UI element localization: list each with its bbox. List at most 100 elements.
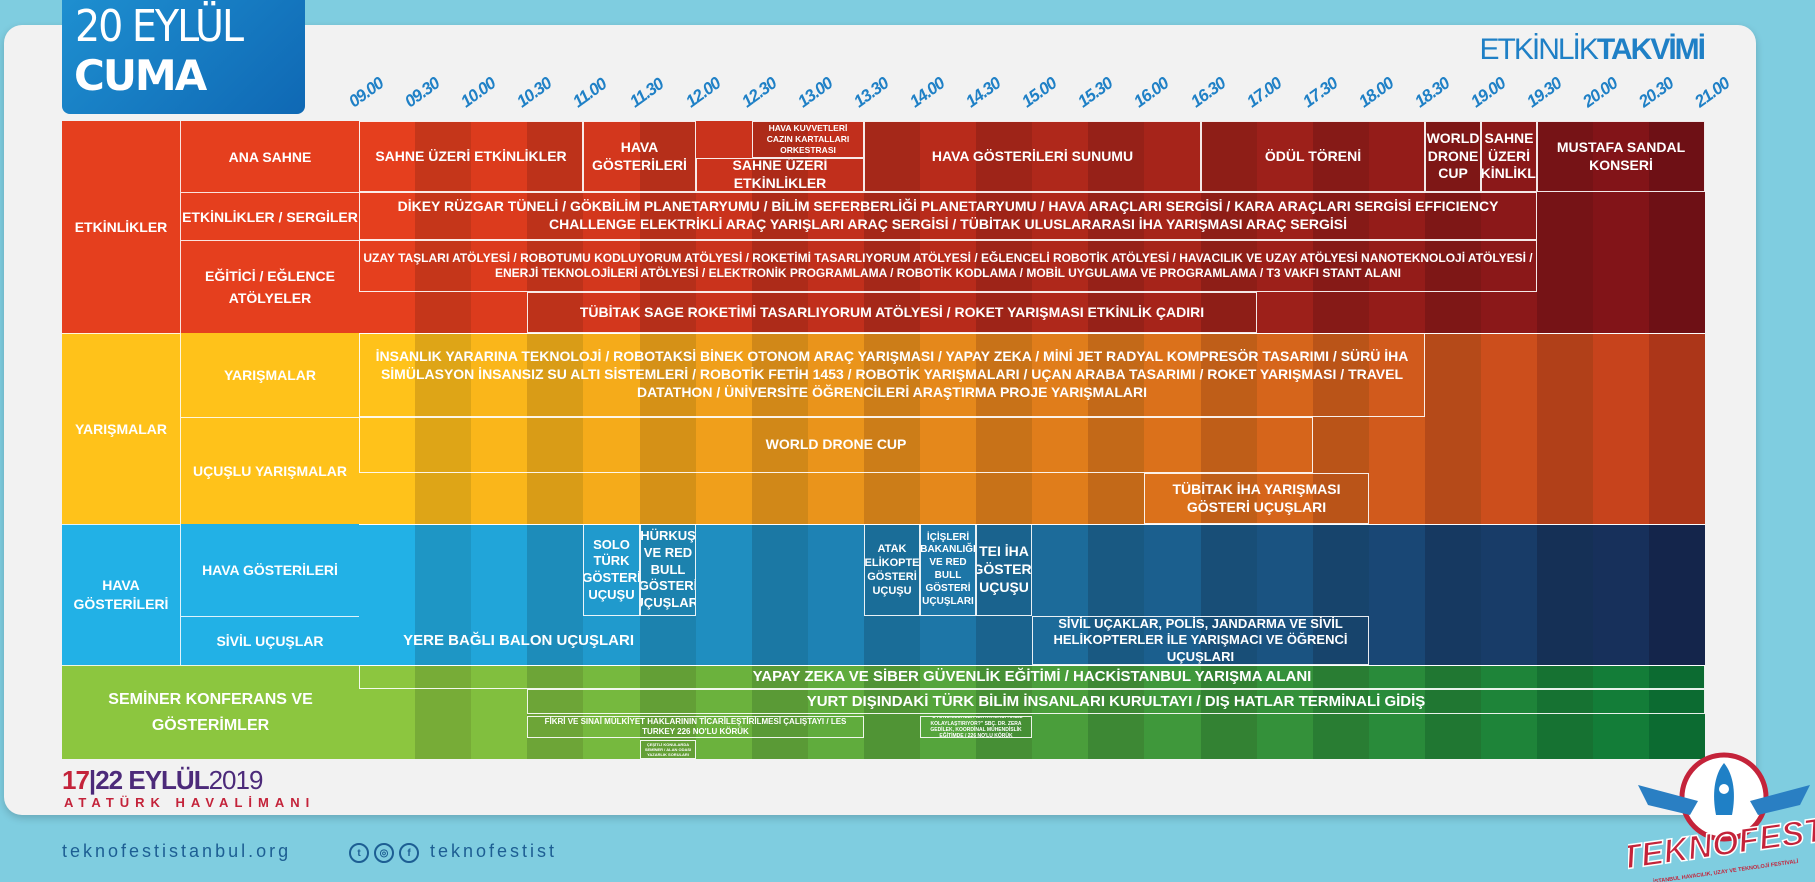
- time-slot: [864, 334, 920, 524]
- time-slot: [808, 666, 864, 759]
- activity-cell[interactable]: YERE BAĞLI BALON UÇUŞLARI: [403, 631, 634, 649]
- category-hava: HAVA GÖSTERİLERİ: [62, 524, 180, 665]
- time-slot: [1257, 334, 1313, 524]
- date-day: 20 EYLÜL: [75, 1, 244, 52]
- activity-cell[interactable]: YAPAY ZEKA VE SİBER GÜVENLİK EĞİTİMİ / H…: [359, 665, 1705, 689]
- time-slot: [359, 121, 415, 333]
- time-slot: [1481, 525, 1537, 665]
- activity-cell[interactable]: SAHNE ÜZERİ ETKİNLİKLER: [1481, 121, 1537, 192]
- twitter-icon[interactable]: t: [349, 843, 369, 863]
- time-slot: [696, 666, 752, 759]
- time-slot: [415, 121, 471, 333]
- time-slot: [920, 525, 976, 665]
- time-slot: [640, 334, 696, 524]
- activity-cell[interactable]: ÖDÜL TÖRENİ: [1201, 121, 1425, 192]
- activity-cell[interactable]: İNSANLIK YARARINA TEKNOLOJİ / ROBOTAKSİ …: [359, 333, 1425, 417]
- activity-cell[interactable]: TEI İHA GÖSTERİ UÇUŞU: [976, 524, 1032, 616]
- time-slot: [696, 525, 752, 665]
- event-start-day: 17: [62, 765, 90, 795]
- activity-cell[interactable]: "OTONOMLUKLER ILKYATMACI HASIL KOLAYLAŞT…: [920, 716, 1032, 738]
- activity-cell[interactable]: UZAY TAŞLARI ATÖLYESİ / ROBOTUMU KODLUYO…: [359, 240, 1537, 292]
- time-slot: [1649, 525, 1705, 665]
- activity-cell[interactable]: HÜRKUŞ VE RED BULL GÖSTERİ UÇUŞLARI: [640, 524, 696, 616]
- time-slot: [1257, 525, 1313, 665]
- time-slot: [1481, 121, 1537, 333]
- facebook-icon[interactable]: f: [399, 843, 419, 863]
- time-slot: [359, 334, 415, 524]
- time-slot: [583, 666, 640, 759]
- activity-cell[interactable]: SAHNE ÜZERİ ETKİNLİKLER: [696, 158, 864, 192]
- time-slot: [1481, 666, 1537, 759]
- subcategory: UÇUŞLU YARIŞMALAR: [180, 417, 359, 524]
- timeline-band-etk: [359, 121, 1705, 333]
- activity-cell[interactable]: SAHNE ÜZERİ ETKİNLİKLER: [359, 121, 583, 192]
- time-slot: [864, 666, 920, 759]
- event-dates: 17|22 EYLÜL2019: [62, 765, 264, 795]
- event-place: ATATÜRK HAVALİMANI: [64, 795, 316, 810]
- time-slot: [1257, 121, 1313, 333]
- subcategory: SİVİL UÇUŞLAR: [180, 616, 359, 665]
- timeline-band-hava: [359, 524, 1705, 665]
- time-slot: [1481, 334, 1537, 524]
- website-link[interactable]: teknofestistanbul.org: [62, 841, 292, 861]
- activity-cell[interactable]: HAVA KUVVETLERİ CAZIN KARTALLARI ORKESTR…: [752, 121, 864, 158]
- date-tab: 20 EYLÜL CUMA: [62, 0, 305, 114]
- time-slot: [1593, 334, 1649, 524]
- time-slot: [583, 121, 640, 333]
- time-slot: [1593, 525, 1649, 665]
- activity-cell[interactable]: WORLD DRONE CUP: [359, 417, 1313, 473]
- instagram-icon[interactable]: ◎: [374, 843, 394, 863]
- title-light: ETKİNLİK: [1479, 33, 1599, 66]
- time-slot: [976, 666, 1032, 759]
- category-sem: SEMİNER KONFERANS VE GÖSTERİMLER: [62, 665, 359, 759]
- activity-cell[interactable]: MUSTAFA SANDAL KONSERİ: [1537, 121, 1705, 192]
- event-year: 2019: [208, 765, 264, 795]
- time-slot: [527, 525, 583, 665]
- time-slot: [415, 525, 471, 665]
- activity-cell[interactable]: İÇİŞLERİ BAKANLIĞI VE RED BULL GÖSTERİ U…: [920, 524, 976, 616]
- time-slot: [808, 121, 864, 333]
- time-slot: [1313, 525, 1369, 665]
- time-slot: [976, 121, 1032, 333]
- time-slot: [976, 525, 1032, 665]
- time-slot: [640, 525, 696, 665]
- activity-cell[interactable]: ÇEŞİTLİ KONULARDA SEMİNER / ALAN ODASI Y…: [640, 740, 696, 759]
- activity-cell[interactable]: HAVA GÖSTERİLERİ SUNUMU: [864, 121, 1201, 192]
- timeline-band-yar: [359, 333, 1705, 524]
- time-slot: [864, 525, 920, 665]
- time-slot: [1369, 666, 1425, 759]
- time-slot: [1649, 121, 1705, 333]
- time-slot: [1032, 121, 1088, 333]
- activity-cell[interactable]: TÜBİTAK İHA YARIŞMASI GÖSTERİ UÇUŞLARI: [1144, 473, 1369, 524]
- time-slot: [752, 334, 808, 524]
- time-slot: [976, 334, 1032, 524]
- event-end-date: 22 EYLÜL: [95, 765, 209, 795]
- time-slot: [808, 334, 864, 524]
- activity-cell[interactable]: FİKRİ VE SINAİ MÜLKİYET HAKLARININ TİCAR…: [527, 716, 864, 738]
- rocket-icon: [1714, 763, 1734, 815]
- time-slot: [471, 121, 527, 333]
- time-slot: [640, 666, 696, 759]
- activity-cell[interactable]: WORLD DRONE CUP: [1425, 121, 1481, 192]
- time-slot: [1537, 666, 1593, 759]
- time-slot: [1032, 334, 1088, 524]
- time-slot: [1369, 525, 1425, 665]
- time-slot: [471, 666, 527, 759]
- social-handle[interactable]: teknofestist: [430, 841, 558, 861]
- date-weekday: CUMA: [74, 51, 207, 100]
- activity-cell[interactable]: DİKEY RÜZGAR TÜNELİ / GÖKBİLİM PLANETARY…: [359, 192, 1537, 240]
- activity-cell[interactable]: YURT DIŞINDAKİ TÜRK BİLİM İNSANLARI KURU…: [527, 689, 1705, 714]
- time-slot: [752, 525, 808, 665]
- timeline-band-sem: [359, 665, 1705, 759]
- activity-cell[interactable]: ATAK HELİKOPTER GÖSTERİ UÇUŞU: [864, 524, 920, 616]
- time-slot: [527, 334, 583, 524]
- time-slot: [1144, 334, 1201, 524]
- time-slot: [1201, 525, 1257, 665]
- time-slot: [471, 525, 527, 665]
- activity-cell[interactable]: TÜBİTAK SAGE ROKETİMİ TASARLIYORUM ATÖLY…: [527, 292, 1257, 333]
- activity-cell[interactable]: SOLO TÜRK GÖSTERİ UÇUŞU: [583, 524, 640, 616]
- activity-cell[interactable]: SİVİL UÇAKLAR, POLİS, JANDARMA VE SİVİL …: [1032, 616, 1369, 665]
- time-slot: [920, 334, 976, 524]
- activity-cell[interactable]: HAVA GÖSTERİLERİ: [583, 121, 696, 192]
- time-slot: [1425, 525, 1481, 665]
